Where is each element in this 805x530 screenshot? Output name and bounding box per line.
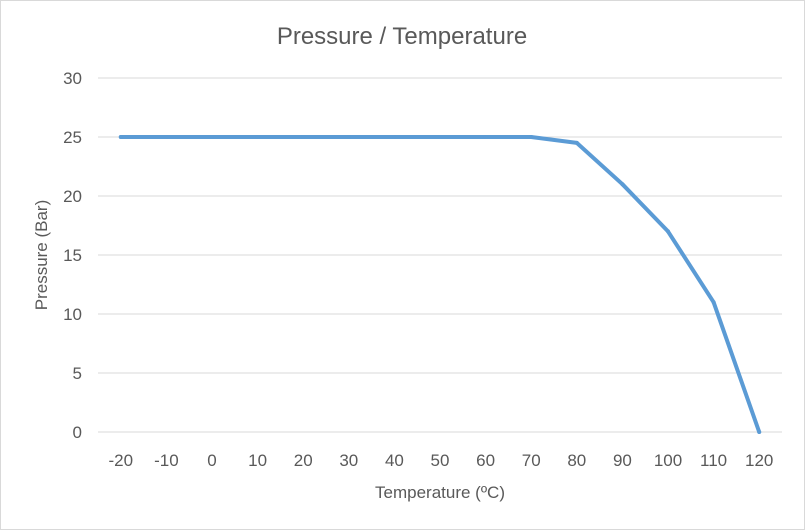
x-tick-label: 100 <box>654 451 682 470</box>
gridlines <box>98 77 782 374</box>
x-tick-label: -20 <box>109 451 134 470</box>
x-tick-label: -10 <box>154 451 179 470</box>
x-tick-label: 80 <box>567 451 586 470</box>
data-point <box>529 135 534 139</box>
y-tick-label: 15 <box>63 246 82 265</box>
data-point <box>711 300 716 305</box>
data-point <box>255 135 260 139</box>
data-point <box>438 135 442 139</box>
y-axis-label: Pressure (Bar) <box>32 200 51 311</box>
series-line <box>118 135 762 434</box>
data-point <box>346 135 351 139</box>
y-tick-label: 20 <box>63 187 82 206</box>
data-point <box>210 135 214 139</box>
x-axis-label: Temperature (ºC) <box>375 483 505 502</box>
data-point <box>620 182 625 187</box>
y-tick-label: 0 <box>73 423 82 442</box>
x-tick-label: 0 <box>207 451 216 470</box>
data-point <box>757 430 762 434</box>
x-tick-label: 30 <box>339 451 358 470</box>
chart-title: Pressure / Temperature <box>277 23 527 50</box>
y-tick-label: 25 <box>63 128 82 147</box>
y-tick-label: 10 <box>63 305 82 324</box>
x-tick-label: 70 <box>522 451 541 470</box>
data-point <box>574 140 579 145</box>
x-tick-label: 60 <box>476 451 495 470</box>
data-point <box>164 135 169 139</box>
x-tick-label: 120 <box>745 451 773 470</box>
x-axis-ticks: -20 -10 0 10 20 30 40 50 60 70 80 90 100 110 120 <box>109 451 774 470</box>
data-point <box>301 135 306 139</box>
y-tick-label: 5 <box>73 364 82 383</box>
x-tick-label: 40 <box>385 451 404 470</box>
data-point <box>483 135 488 139</box>
x-tick-label: 10 <box>248 451 267 470</box>
data-point <box>392 135 397 139</box>
series <box>118 135 762 434</box>
y-axis-ticks: 0 5 10 15 20 25 30 <box>63 69 82 442</box>
x-tick-label: 50 <box>431 451 450 470</box>
data-point <box>118 135 123 139</box>
data-point <box>666 229 670 234</box>
x-tick-label: 110 <box>700 451 727 470</box>
x-tick-label: 20 <box>294 451 313 470</box>
y-tick-label: 30 <box>63 69 82 88</box>
x-tick-label: 90 <box>613 451 632 470</box>
